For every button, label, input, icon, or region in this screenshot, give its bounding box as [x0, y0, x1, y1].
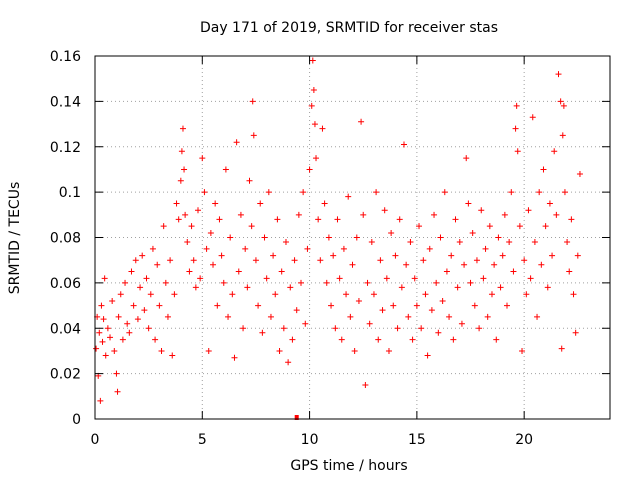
y-tick-label: 0.04: [50, 321, 81, 337]
chart-title: Day 171 of 2019, SRMTID for receiver sta…: [200, 20, 498, 36]
x-tick-label: 20: [515, 432, 533, 448]
y-tick-label: 0.08: [50, 231, 81, 247]
x-tick-label: 5: [198, 432, 207, 448]
y-tick-label: 0.1: [59, 185, 81, 201]
x-axis-label: GPS time / hours: [290, 458, 407, 474]
y-tick-label: 0.12: [50, 140, 81, 156]
y-tick-label: 0: [72, 412, 81, 428]
y-tick-label: 0.14: [50, 94, 81, 110]
y-tick-label: 0.02: [50, 367, 81, 383]
y-tick-label: 0.16: [50, 49, 81, 65]
x-tick-label: 0: [91, 432, 100, 448]
y-axis-label: SRMTID / TECUs: [7, 182, 23, 295]
chart: 0 0.02 0.04 0.06 0.08 0.1 0.12 0.14 0.16 0 5 10 15 20…: [0, 0, 640, 480]
chart-background: [0, 0, 640, 480]
x-tick-label: 15: [408, 432, 426, 448]
y-tick-label: 0.06: [50, 276, 81, 292]
x-tick-label: 10: [301, 432, 319, 448]
